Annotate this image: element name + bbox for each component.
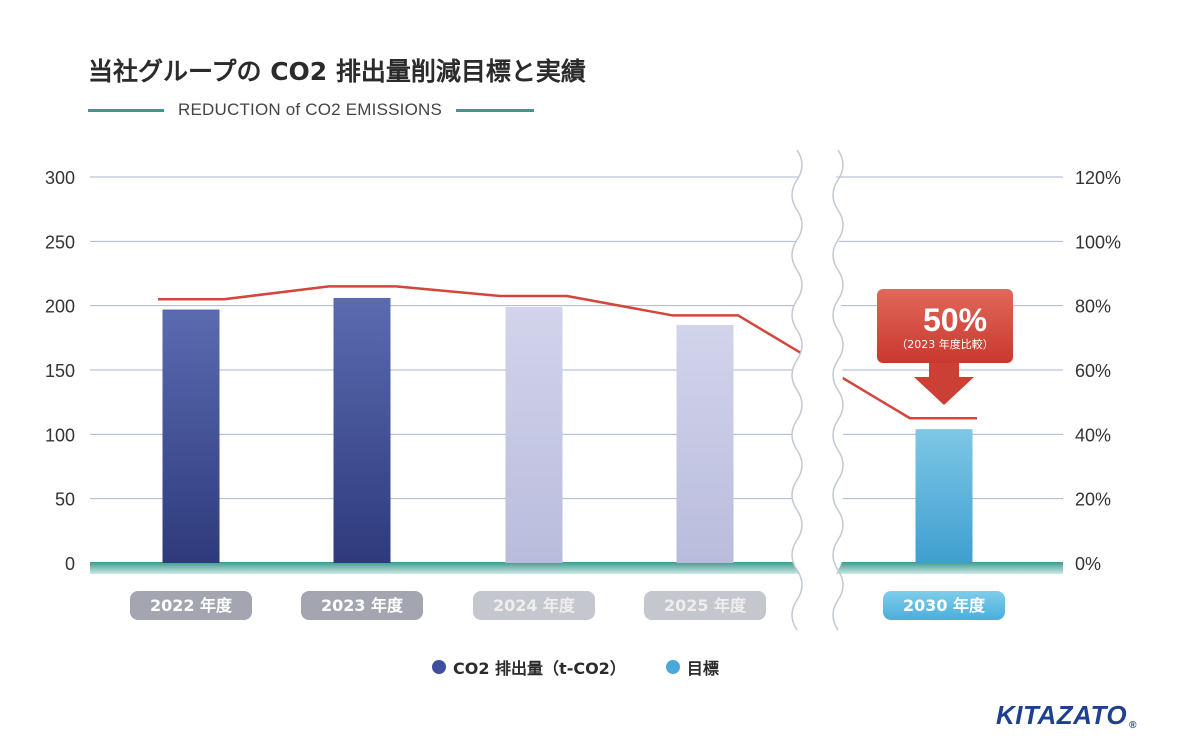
category-pill-3 [644,591,766,620]
bar-1 [333,297,391,563]
legend-item-target: 目標 [665,655,719,679]
legend: CO2 排出量（t-CO2） 目標 [432,655,759,679]
right-tick-label: 80% [1075,297,1111,317]
right-tick-label: 100% [1075,232,1121,252]
bar-3 [676,324,734,563]
left-tick-label: 50 [55,490,75,510]
category-pill-4 [883,591,1005,620]
legend-item-emissions: CO2 排出量（t-CO2） [432,655,626,679]
logo-text: KITAZATO [996,700,1128,730]
subtitle-rule-left [88,108,164,112]
category-label-4: 2030 年度 [903,596,986,615]
right-tick-label: 40% [1075,425,1111,445]
chart-subtitle: REDUCTION of CO2 EMISSIONS [88,96,608,124]
callout-value: 50% [923,302,987,338]
category-label-3: 2025 年度 [664,596,747,615]
callout-box [877,289,1013,363]
legend-label-target: 目標 [686,659,719,678]
legend-dot-emissions [432,660,446,674]
left-tick-label: 100 [45,425,75,445]
left-tick-label: 150 [45,361,75,381]
logo-registered-mark: ® [1129,720,1137,731]
category-label-1: 2023 年度 [321,596,404,615]
right-tick-label: 60% [1075,361,1111,381]
axis-break-edge-left [791,149,803,631]
category-pill-2 [473,591,595,620]
callout-arrow [914,363,974,405]
bar-0 [162,309,220,563]
category-label-0: 2022 年度 [150,596,233,615]
subtitle-rule-right [456,108,535,112]
axis-break-band [792,120,843,630]
axis-break-edge-right [832,149,844,631]
legend-dot-target [665,660,680,674]
category-label-2: 2024 年度 [493,596,576,615]
right-tick-label: 0% [1075,554,1101,574]
right-tick-label: 20% [1075,490,1111,510]
chart-title: 当社グループの CO2 排出量削減目標と実績 [88,57,586,86]
right-tick-label: 120% [1075,168,1121,188]
left-tick-label: 0 [65,554,75,574]
left-tick-label: 300 [45,168,75,188]
bar-2 [505,306,563,563]
bar-4 [915,429,973,563]
subtitle-text: REDUCTION of CO2 EMISSIONS [178,100,443,119]
left-tick-label: 250 [45,232,75,252]
kitazato-logo: KITAZATO ® [996,700,1137,731]
category-pill-1 [301,591,423,620]
callout-note: （2023 年度比較） [896,337,994,351]
x-axis-baseline [90,562,1063,574]
category-pill-0 [130,591,252,620]
legend-label-emissions: CO2 排出量（t-CO2） [453,659,626,678]
left-tick-label: 200 [45,297,75,317]
